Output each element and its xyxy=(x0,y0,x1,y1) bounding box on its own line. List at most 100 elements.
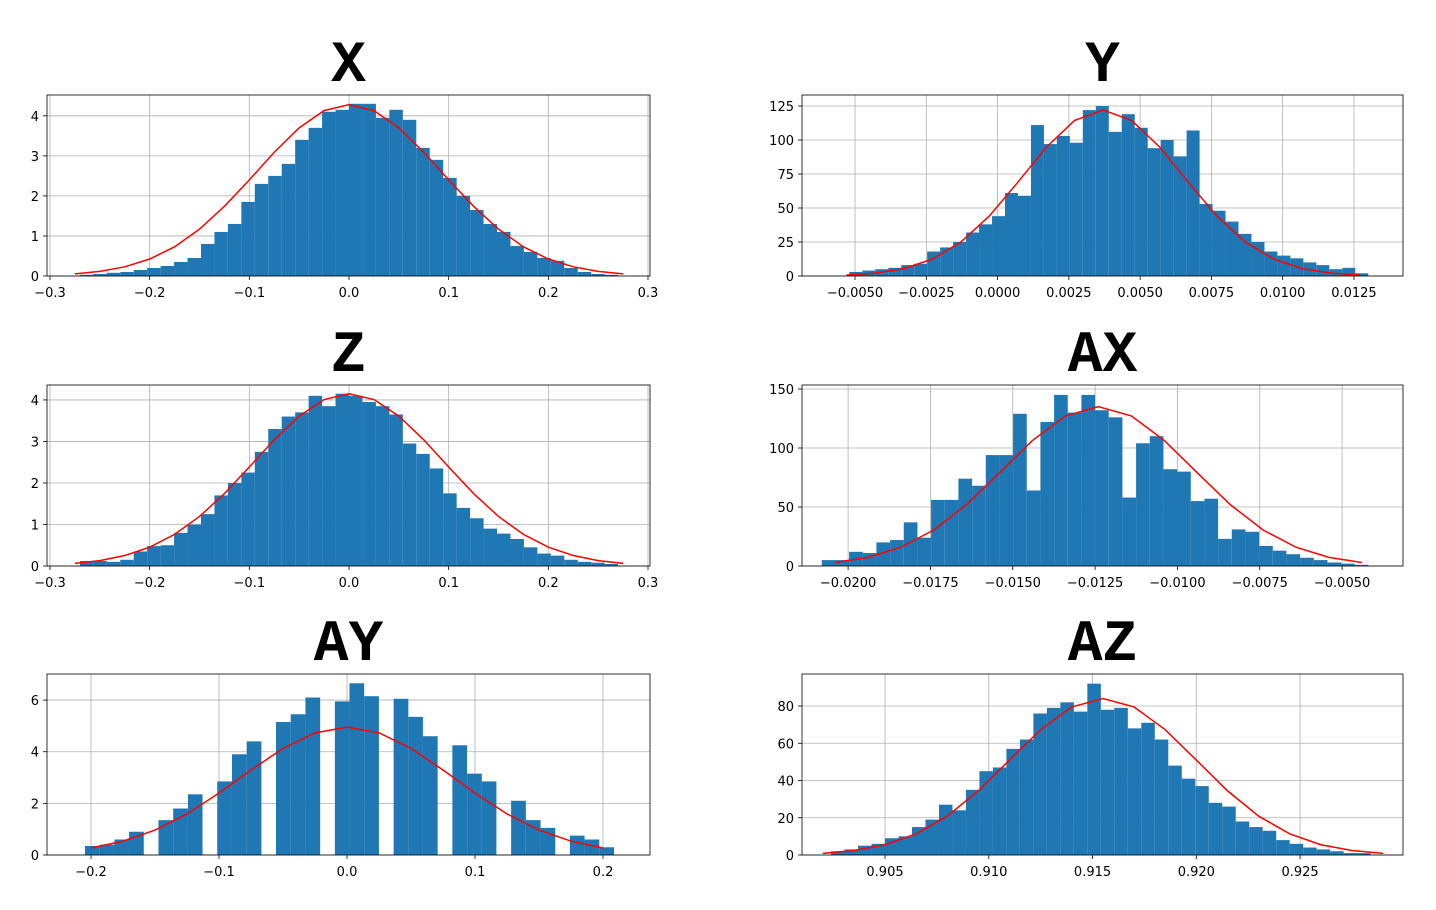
bar xyxy=(1069,142,1083,276)
y-tick-label: 125 xyxy=(769,100,794,115)
bar xyxy=(1259,545,1273,566)
bar xyxy=(510,539,524,566)
bar xyxy=(1154,739,1169,855)
bar xyxy=(985,455,1000,566)
x-tick-label: 0.0000 xyxy=(975,286,1021,301)
bar xyxy=(429,159,444,276)
x-tick-label: −0.0175 xyxy=(902,576,958,591)
bar xyxy=(1238,233,1252,276)
bar xyxy=(1056,135,1070,276)
bar xyxy=(443,177,457,276)
bar xyxy=(335,109,349,276)
y-tick-label: 0 xyxy=(786,270,794,285)
bar xyxy=(1136,443,1150,566)
x-tick-label: 0.3 xyxy=(638,576,659,591)
y-tick-label: 0 xyxy=(786,849,794,864)
bar xyxy=(227,482,242,566)
bar xyxy=(564,559,578,566)
axes-frame xyxy=(801,673,1404,856)
bar xyxy=(308,127,323,277)
bar xyxy=(550,260,565,276)
bar xyxy=(231,754,247,855)
bar xyxy=(160,265,175,276)
subplot-title: AY xyxy=(314,613,384,678)
bar xyxy=(1245,531,1260,566)
bar xyxy=(917,537,932,566)
y-tick-label: 3 xyxy=(31,435,39,450)
bar xyxy=(79,561,94,566)
x-tick-label: −0.0025 xyxy=(898,286,954,301)
x-tick-label: 0.0100 xyxy=(1260,286,1306,301)
bar xyxy=(1114,707,1128,855)
bar xyxy=(1006,748,1020,855)
bar xyxy=(416,453,430,566)
x-tick-label: 0.915 xyxy=(1074,865,1111,880)
bar xyxy=(1013,413,1027,566)
bar xyxy=(537,553,551,566)
bar xyxy=(393,698,409,855)
bar xyxy=(1330,851,1344,855)
bar xyxy=(120,271,134,276)
x-tick-label: −0.0125 xyxy=(1067,576,1123,591)
bar xyxy=(1186,130,1200,276)
bar xyxy=(1357,853,1371,855)
bar xyxy=(200,243,215,276)
x-tick-label: 0.0075 xyxy=(1189,286,1235,301)
bar xyxy=(483,223,498,276)
bar xyxy=(525,820,541,855)
bar xyxy=(927,251,941,276)
bar xyxy=(1147,148,1161,276)
bar xyxy=(1163,469,1178,566)
bar xyxy=(452,745,468,855)
x-tick-label: −0.2 xyxy=(134,286,166,301)
bar xyxy=(1100,709,1115,855)
bar xyxy=(158,820,174,855)
bar xyxy=(106,272,121,276)
bar xyxy=(254,183,269,276)
bar xyxy=(831,851,845,855)
bar xyxy=(443,493,457,566)
bar xyxy=(523,251,538,276)
y-tick-label: 60 xyxy=(777,737,794,752)
bar xyxy=(187,524,201,566)
bar xyxy=(876,542,891,566)
bar xyxy=(1017,195,1031,276)
bar xyxy=(564,267,578,276)
x-tick-label: −0.1 xyxy=(234,286,266,301)
bar xyxy=(885,838,899,855)
x-tick-label: −0.2 xyxy=(134,576,166,591)
y-tick-label: 0 xyxy=(31,849,39,864)
bar xyxy=(999,455,1014,566)
bar xyxy=(1199,203,1213,276)
bar xyxy=(591,273,605,276)
bar xyxy=(1108,131,1122,276)
axes-frame xyxy=(46,673,651,856)
bar xyxy=(1264,251,1278,276)
bar xyxy=(1329,269,1343,276)
x-tick-label: −0.0200 xyxy=(820,576,876,591)
bar xyxy=(254,451,269,566)
bar xyxy=(214,495,228,566)
bar xyxy=(295,139,309,276)
bar xyxy=(958,478,973,566)
bar xyxy=(1249,827,1263,855)
bar xyxy=(1222,806,1236,855)
bar xyxy=(1004,193,1018,276)
bar xyxy=(871,843,886,855)
y-tick-label: 50 xyxy=(777,501,794,516)
bar xyxy=(275,722,291,855)
bar xyxy=(604,274,619,276)
bar xyxy=(1327,562,1342,566)
y-tick-label: 0 xyxy=(786,560,794,575)
bar xyxy=(1168,765,1182,855)
x-tick-label: 0.910 xyxy=(970,865,1007,880)
x-tick-label: −0.3 xyxy=(34,576,66,591)
y-tick-label: 75 xyxy=(777,168,794,183)
bar xyxy=(1160,140,1174,276)
x-tick-label: 0.0 xyxy=(337,865,358,880)
bar xyxy=(1341,563,1355,566)
y-tick-label: 4 xyxy=(31,394,39,409)
bar xyxy=(1235,821,1250,855)
subplot-title: AZ xyxy=(1068,613,1138,678)
bar xyxy=(483,528,498,566)
